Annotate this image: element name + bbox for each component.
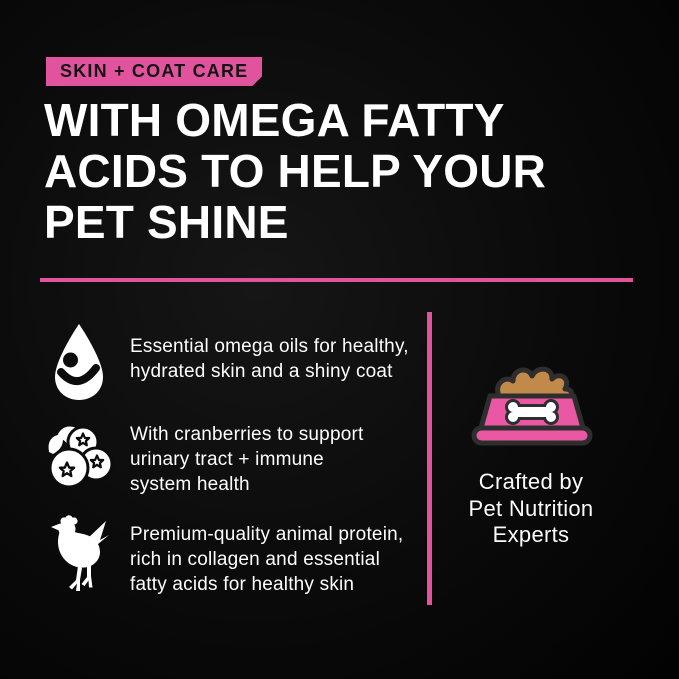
feature-cranberries: With cranberries to support urinary trac… bbox=[40, 420, 364, 497]
water-drop-icon bbox=[55, 324, 103, 400]
feature-animal-protein: Premium-quality animal protein, rich in … bbox=[40, 514, 403, 597]
feature-animal-protein-text: Premium-quality animal protein, rich in … bbox=[130, 524, 404, 595]
feature-omega-oils: Essential omega oils for healthy, hydrat… bbox=[40, 322, 409, 402]
headline-line-1: WITH OMEGA FATTY bbox=[44, 94, 505, 146]
crafted-by-text: Crafted by Pet Nutrition Experts bbox=[468, 469, 594, 547]
feature-cranberries-text: With cranberries to support urinary trac… bbox=[130, 424, 364, 495]
horizontal-divider bbox=[40, 278, 633, 282]
pet-food-bowl-icon bbox=[471, 366, 593, 446]
vertical-divider bbox=[427, 312, 432, 605]
category-badge: SKIN + COAT CARE bbox=[46, 57, 262, 86]
chicken-icon bbox=[51, 515, 109, 591]
headline-line-2: ACIDS TO HELP YOUR bbox=[44, 145, 547, 197]
headline-line-3: PET SHINE bbox=[44, 196, 289, 248]
feature-omega-oils-text: Essential omega oils for healthy, hydrat… bbox=[130, 336, 409, 382]
headline: WITH OMEGA FATTY ACIDS TO HELP YOUR PET … bbox=[44, 95, 654, 248]
cranberries-icon bbox=[48, 425, 114, 489]
